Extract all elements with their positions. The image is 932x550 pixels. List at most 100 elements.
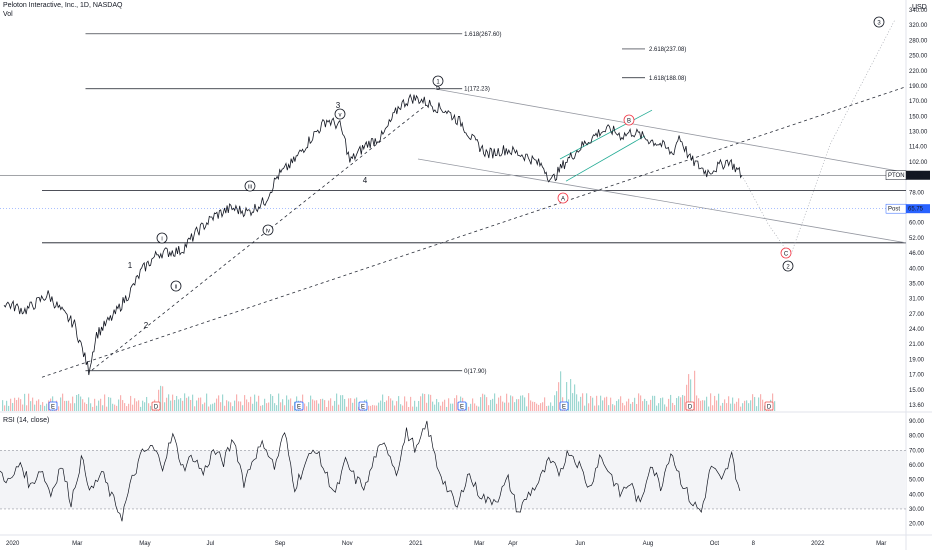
volume-bar — [106, 406, 108, 411]
volume-bar — [330, 398, 332, 411]
volume-bar — [276, 405, 278, 411]
volume-bar — [740, 406, 742, 411]
volume-bar — [596, 395, 598, 411]
wave-label: 5 — [436, 83, 441, 92]
volume-bar — [560, 371, 562, 411]
volume-bar — [520, 395, 522, 411]
volume-bar — [228, 401, 230, 411]
volume-bar — [242, 405, 244, 411]
volume-bar — [680, 397, 682, 411]
earnings-flag-label: D — [767, 405, 772, 411]
volume-bar — [642, 401, 644, 411]
trendline-dashed — [41, 86, 907, 378]
volume-bar — [512, 396, 514, 411]
volume-bar — [138, 400, 140, 411]
volume-bar — [180, 398, 182, 411]
volume-bar — [104, 394, 106, 411]
volume-bar — [88, 397, 90, 411]
volume-bar — [502, 401, 504, 411]
fib-extension-label: 1.618(188.08) — [649, 76, 686, 82]
volume-bar — [234, 400, 236, 411]
volume-bar — [656, 405, 658, 411]
volume-bar — [98, 400, 100, 411]
volume-bar — [716, 400, 718, 411]
volume-bar — [112, 403, 114, 411]
volume-bar — [18, 397, 20, 411]
wave-circle-icon — [170, 280, 182, 292]
price-badge-label: Post — [888, 207, 900, 213]
volume-bar — [142, 400, 144, 411]
rsi-tick-label: 40.00 — [909, 492, 925, 498]
price-tick-label: 340.00 — [909, 8, 928, 14]
volume-bar — [476, 405, 478, 411]
volume-bar — [494, 393, 496, 411]
volume-bar — [202, 404, 204, 411]
volume-bar — [290, 398, 292, 411]
price-badge-value: 86.06 — [908, 173, 924, 179]
wave-circle-icon — [557, 192, 569, 204]
volume-bar — [634, 397, 636, 411]
volume-bar — [158, 389, 160, 411]
volume-bar — [748, 403, 750, 411]
volume-bar — [696, 395, 698, 411]
volume-bar — [754, 397, 756, 411]
volume-bar — [594, 405, 596, 411]
price-tick-label: 114.00 — [909, 145, 928, 151]
price-tick-label: 170.00 — [909, 99, 928, 105]
volume-bar — [448, 398, 450, 411]
volume-bar — [196, 400, 198, 411]
volume-bar — [284, 405, 286, 411]
volume-bar — [508, 402, 510, 411]
volume-bar — [10, 398, 12, 411]
volume-bar — [568, 399, 570, 411]
volume-bar — [578, 401, 580, 411]
volume-bar — [146, 396, 148, 411]
price-tick-label: 250.00 — [909, 54, 928, 60]
volume-bar — [424, 393, 426, 411]
volume-bar — [92, 406, 94, 411]
volume-bar — [306, 406, 308, 411]
volume-bar — [378, 402, 380, 411]
volume-bar — [674, 405, 676, 411]
volume-bar — [132, 404, 134, 411]
volume-bar — [190, 399, 192, 411]
price-tick-label: 35.00 — [909, 281, 925, 287]
earnings-flag-icon — [151, 401, 161, 411]
volume-bar — [354, 398, 356, 411]
volume-bar — [640, 395, 642, 411]
volume-bar — [544, 397, 546, 411]
volume-bar — [676, 398, 678, 411]
rsi-tick-label: 80.00 — [909, 434, 925, 440]
volume-bar — [150, 405, 152, 411]
volume-bar — [708, 406, 710, 411]
volume-bar — [694, 370, 696, 411]
volume-bar — [652, 395, 654, 411]
volume-bar — [612, 404, 614, 411]
volume-bar — [124, 403, 126, 411]
volume-bar — [604, 397, 606, 411]
volume-bar — [308, 402, 310, 411]
wave-circle-label: iii — [248, 185, 252, 191]
price-tick-label: 78.00 — [909, 190, 925, 196]
volume-bar — [64, 400, 66, 411]
volume-bar — [556, 391, 558, 411]
volume-bar — [524, 397, 526, 411]
volume-bar — [738, 398, 740, 411]
volume-bar — [662, 397, 664, 411]
volume-bar — [392, 400, 394, 411]
volume-bar — [216, 398, 218, 411]
volume-bar — [72, 396, 74, 411]
volume-bar — [410, 396, 412, 411]
channel-upper-line — [434, 88, 907, 173]
volume-bar — [744, 400, 746, 411]
wave-circle-label: iv — [266, 229, 270, 235]
volume-bar — [260, 405, 262, 411]
volume-bar — [14, 397, 16, 411]
volume-bar — [722, 402, 724, 411]
volume-bar — [418, 400, 420, 411]
price-tick-label: 190.00 — [909, 84, 928, 90]
volume-bar — [552, 405, 554, 411]
volume-bar — [500, 395, 502, 411]
volume-bar — [678, 396, 680, 411]
